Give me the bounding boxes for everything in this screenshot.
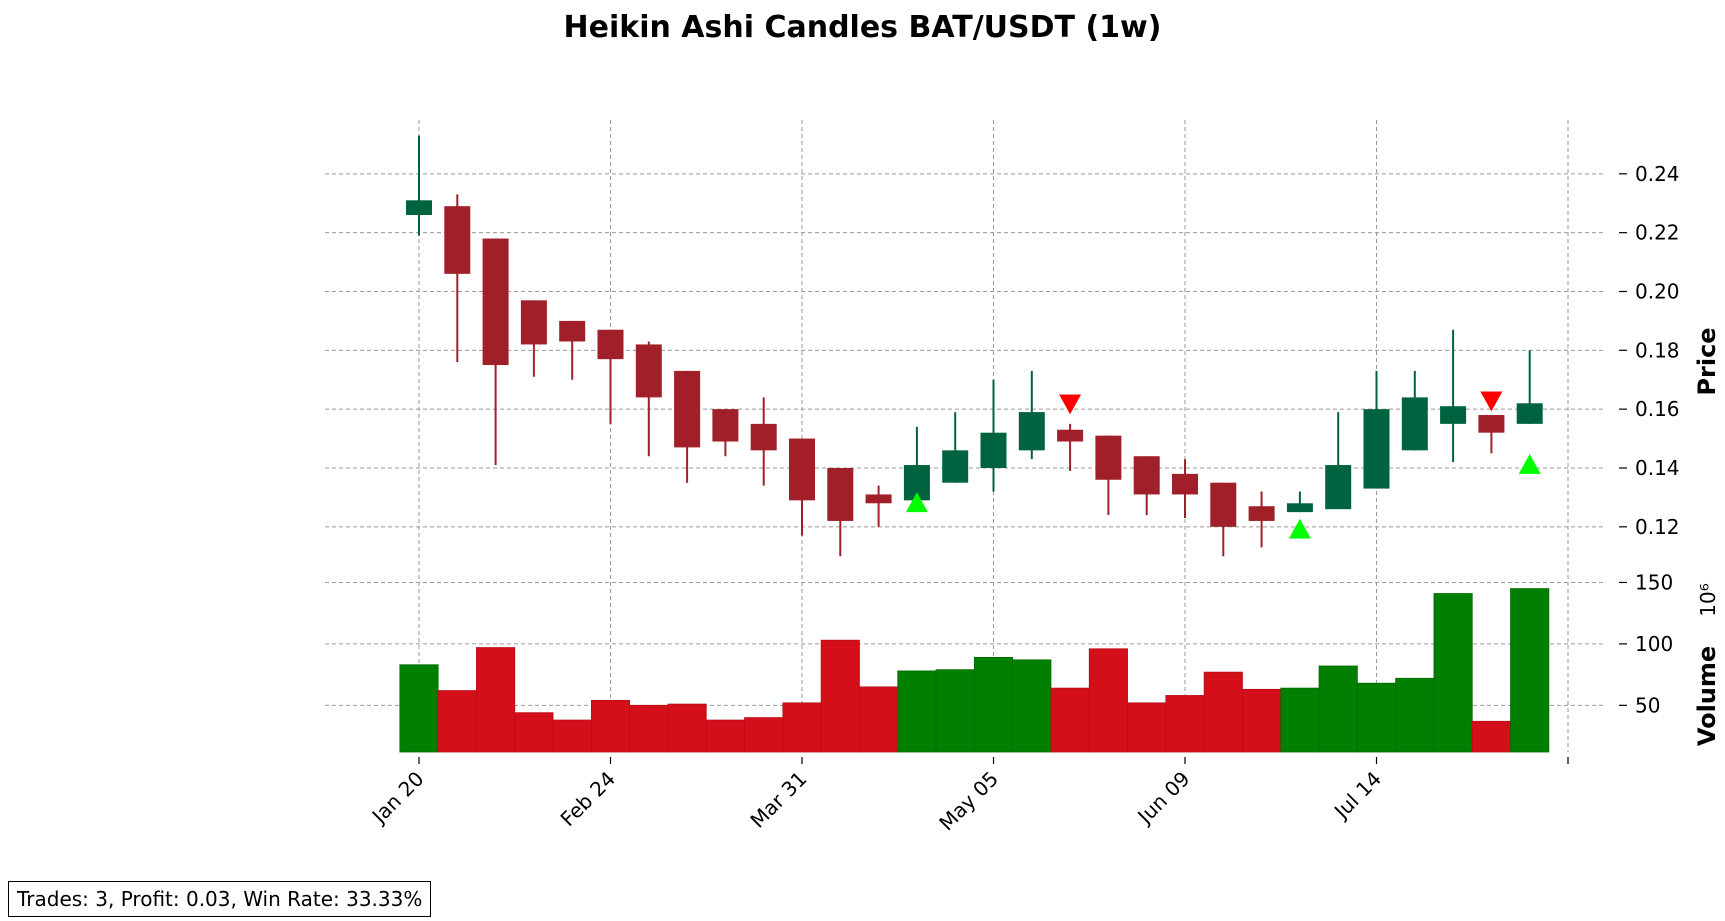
trade-signals [905,391,1541,539]
candle-body [980,432,1007,468]
volume-bar [1433,593,1473,753]
x-tick-label: Jan 20 [366,767,429,830]
volume-bar [1242,688,1282,753]
price-tick-label: 0.12 [1635,515,1680,539]
volume-bar [552,719,592,753]
candle-body [789,438,815,501]
volume-bar [1012,659,1052,753]
candle-body [942,450,969,483]
buy-marker [1288,518,1311,539]
price-tick-label: 0.16 [1635,397,1680,421]
candle-body [827,467,854,521]
candle-body [1018,412,1045,451]
volume-bar [1471,720,1511,753]
candle-body [520,300,547,345]
volume-tick-label: 150 [1635,570,1673,594]
x-tick-label: May 05 [934,767,1003,836]
x-tick-label: Mar 31 [745,767,811,833]
candle-body [559,320,586,342]
candle-body [712,409,739,442]
volume-bar [744,717,784,753]
x-tick-label: Jun 09 [1132,767,1195,830]
grid-layer [325,120,1605,752]
candle-body [1095,435,1122,480]
volume-bar [973,657,1014,753]
candle-body [1325,465,1352,510]
x-tick-label: Jul 14 [1328,767,1386,825]
price-axis-label: Price [1693,327,1721,395]
volume-bar [935,669,975,753]
volume-bar [399,664,439,753]
volume-bar [1165,695,1205,753]
candles [406,135,1543,557]
volume-multiplier-label: 10⁶ [1696,583,1720,616]
volume-bar [1050,687,1090,753]
volume-bar [590,700,631,753]
volume-axis-label: Volume [1693,646,1721,746]
volume-bar [1318,665,1358,753]
volume-bar [514,712,554,753]
volume-bar [437,690,477,753]
price-tick-label: 0.14 [1635,456,1680,480]
candle-body [1516,403,1543,424]
buy-marker [905,492,928,513]
candle-body [1401,397,1428,451]
volume-bar [1280,687,1320,753]
candle-body [1286,503,1313,513]
candle-body [1248,506,1275,521]
volume-bar [1127,702,1167,753]
x-tick-label: Feb 24 [556,767,621,832]
candle-body [1133,456,1160,495]
volume-tick-label: 100 [1635,632,1673,656]
candle-body [1210,482,1237,527]
sell-marker [1480,391,1503,412]
volume-bar [1203,671,1243,753]
sell-marker [1059,394,1082,415]
volume-bar [476,647,516,753]
volume-bar [782,702,822,753]
volume-bar [705,719,745,753]
candle-body [1363,409,1390,489]
candle-body [1057,429,1084,442]
candle-body [1440,406,1467,424]
volume-bar [667,703,707,753]
candle-body [597,329,624,360]
candle-body [444,206,471,274]
price-tick-label: 0.18 [1635,338,1680,362]
volume-bar [1510,588,1550,753]
buy-marker [1518,454,1541,474]
candle-body [1172,473,1198,495]
volume-bar [629,704,669,753]
price-tick-label: 0.22 [1635,221,1680,245]
volume-bar [859,686,899,753]
candle-body [635,344,662,398]
price-tick-label: 0.24 [1635,162,1680,186]
candle-body [482,238,509,366]
candle-body [750,423,777,451]
candle-body [674,370,701,448]
volume-bar [1356,682,1397,753]
volume-bar [897,670,937,753]
volume-bar [1088,648,1128,753]
volume-bars [399,588,1550,753]
price-tick-label: 0.20 [1635,279,1680,303]
candle-body [865,494,892,504]
candle-body [1478,415,1505,433]
volume-bar [1395,677,1435,753]
trade-stats-box: Trades: 3, Profit: 0.03, Win Rate: 33.33… [8,881,432,917]
volume-bar [820,639,860,753]
volume-tick-label: 50 [1635,693,1660,717]
chart-title: Heikin Ashi Candles BAT/USDT (1w) [563,10,1162,45]
candle-body [406,200,432,216]
